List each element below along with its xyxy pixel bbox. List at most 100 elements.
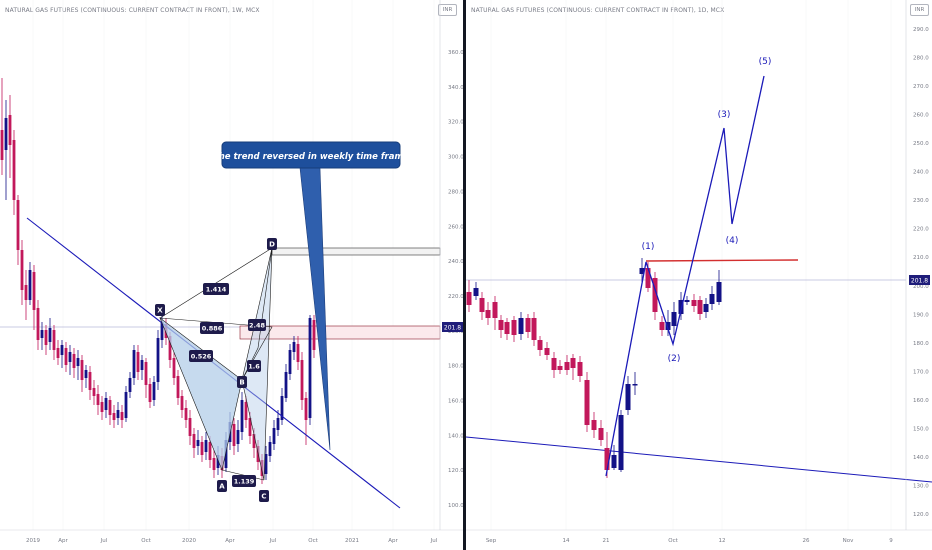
weekly-candle-down xyxy=(180,396,184,410)
daily-candle-down xyxy=(511,320,517,335)
weekly-candle-up xyxy=(4,118,8,150)
weekly-candle-down xyxy=(12,140,16,200)
weekly-candle-down xyxy=(260,460,264,476)
weekly-candle-down xyxy=(148,384,152,402)
weekly-candle-down xyxy=(172,358,176,378)
weekly-currency-badge[interactable]: INR xyxy=(438,4,457,16)
daily-price-tick: 200.0 xyxy=(913,284,929,290)
weekly-candle-up xyxy=(216,455,220,468)
weekly-ratio-label-box[interactable] xyxy=(247,360,261,372)
weekly-chart-canvas[interactable]: The trend reversed in weekly time frame … xyxy=(0,0,466,550)
weekly-candle-up xyxy=(276,418,280,430)
daily-resistance-line xyxy=(645,259,799,262)
daily-price-tick: 210.0 xyxy=(913,255,929,261)
daily-candle-down xyxy=(498,320,504,330)
weekly-pattern-point-a[interactable] xyxy=(217,480,227,492)
weekly-price-tick: 360.0 xyxy=(448,50,464,56)
daily-candle-up xyxy=(665,322,671,330)
weekly-candle-up xyxy=(288,350,292,374)
weekly-candle-down xyxy=(64,348,68,365)
daily-candle-up xyxy=(473,288,479,296)
daily-time-tick: 12 xyxy=(719,538,726,544)
daily-candle-down xyxy=(551,358,557,370)
weekly-callout-pointer xyxy=(299,167,331,451)
daily-candle-down xyxy=(504,322,510,334)
weekly-candle-down xyxy=(0,130,4,160)
daily-price-tick: 290.0 xyxy=(913,27,929,33)
weekly-candle-down xyxy=(80,360,84,380)
daily-candle-down xyxy=(485,310,491,318)
daily-time-tick: Sep xyxy=(486,538,497,544)
weekly-candle-up xyxy=(224,440,228,468)
daily-price-tick: 220.0 xyxy=(913,227,929,233)
weekly-pattern-point-label: X xyxy=(157,307,163,315)
daily-price-tick: 240.0 xyxy=(913,170,929,176)
weekly-ratio-label-box[interactable] xyxy=(232,475,256,487)
weekly-candle-down xyxy=(32,272,36,310)
weekly-price-tick: 260.0 xyxy=(448,224,464,230)
weekly-candle-down xyxy=(244,402,248,420)
weekly-candle-up xyxy=(28,270,32,300)
weekly-ratio-label: 1.414 xyxy=(206,286,227,294)
weekly-candle-down xyxy=(212,458,216,470)
weekly-candle-down xyxy=(96,394,100,405)
daily-price-tick: 250.0 xyxy=(913,141,929,147)
weekly-candle-up xyxy=(156,338,160,382)
daily-price-tick: 140.0 xyxy=(913,455,929,461)
weekly-candle-down xyxy=(16,200,20,250)
daily-candle-down xyxy=(531,318,537,340)
daily-candle-up xyxy=(611,455,617,468)
weekly-ratio-label-box[interactable] xyxy=(248,319,266,331)
daily-price-tick: 120.0 xyxy=(913,512,929,518)
weekly-price-tick: 240.0 xyxy=(448,259,464,265)
weekly-price-tick: 300.0 xyxy=(448,155,464,161)
weekly-ratio-label-box[interactable] xyxy=(203,283,229,295)
weekly-price-tick: 320.0 xyxy=(448,120,464,126)
weekly-candle-down xyxy=(20,250,24,290)
daily-wave-label: (5) xyxy=(759,57,772,67)
weekly-candle-down xyxy=(112,413,116,420)
daily-chart-canvas[interactable]: (1) (2) (3) (4) (5) 290.0 280.0 270.0 260.0 250.… xyxy=(466,0,932,550)
weekly-candle-down xyxy=(176,376,180,398)
daily-candle-down xyxy=(697,300,703,314)
weekly-candle-up xyxy=(280,396,284,420)
weekly-candle-up xyxy=(84,370,88,378)
weekly-ratio-label-box[interactable] xyxy=(200,322,224,334)
weekly-candle-up xyxy=(292,342,296,352)
weekly-pattern-point-x[interactable] xyxy=(155,304,165,316)
daily-time-tick: 26 xyxy=(803,538,810,544)
weekly-candle-up xyxy=(272,428,276,444)
weekly-candle-up xyxy=(132,350,136,378)
daily-candle-down xyxy=(598,428,604,440)
weekly-time-tick: Oct xyxy=(308,538,318,544)
panel-divider[interactable] xyxy=(463,0,466,550)
weekly-time-tick: Jul xyxy=(430,538,438,544)
daily-time-tick: 21 xyxy=(603,538,610,544)
daily-candle-up xyxy=(703,304,709,312)
weekly-candle-down xyxy=(56,348,60,358)
weekly-time-tick: Apr xyxy=(225,538,235,544)
daily-chart-panel[interactable]: NATURAL GAS FUTURES (CONTINUOUS: CURRENT… xyxy=(466,0,932,550)
daily-price-badge-text: 201.8 xyxy=(911,278,928,285)
weekly-candle-down xyxy=(248,418,252,436)
weekly-callout-box[interactable] xyxy=(221,141,401,169)
weekly-price-tick: 160.0 xyxy=(448,399,464,405)
weekly-pattern-point-b[interactable] xyxy=(237,376,247,388)
daily-candle-down xyxy=(584,380,590,425)
daily-price-tick: 170.0 xyxy=(913,369,929,375)
weekly-candle-down xyxy=(300,360,304,400)
weekly-pattern-point-d[interactable] xyxy=(267,238,277,250)
weekly-candle-up xyxy=(236,430,240,444)
daily-candle-down xyxy=(492,302,498,318)
weekly-candle-down xyxy=(252,434,256,448)
weekly-pattern-point-c[interactable] xyxy=(259,490,269,502)
daily-price-tick: 160.0 xyxy=(913,398,929,404)
daily-price-tick: 150.0 xyxy=(913,426,929,432)
weekly-chart-panel[interactable]: NATURAL GAS FUTURES (CONTINUOUS: CURRENT… xyxy=(0,0,466,550)
weekly-pattern-point-label: C xyxy=(261,493,266,501)
weekly-candle-down xyxy=(192,434,196,448)
daily-currency-badge[interactable]: INR xyxy=(910,4,929,16)
weekly-candle-down xyxy=(72,354,76,368)
weekly-candle-up xyxy=(76,358,80,366)
weekly-ratio-label-box[interactable] xyxy=(189,350,213,362)
